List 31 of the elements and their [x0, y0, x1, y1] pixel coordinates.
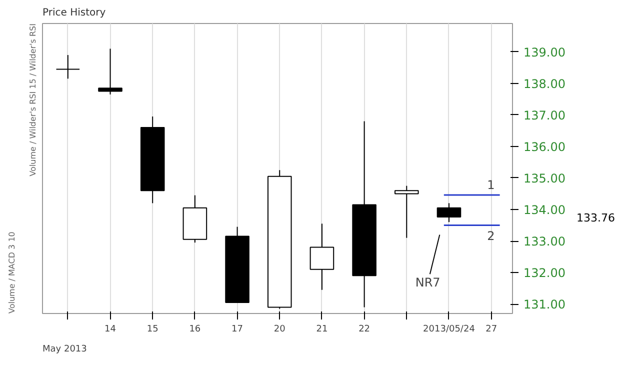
x-tick-label: 14 [104, 324, 116, 334]
chart-title: Price History [42, 8, 106, 18]
annotation: NR7 [415, 276, 440, 290]
candlestick [394, 185, 419, 238]
candlestick [56, 54, 80, 80]
x-tick-label: 2013/05/24 [423, 324, 476, 334]
y-tick-label: 137.00 [524, 108, 566, 122]
x-tick-label: 17 [232, 324, 243, 334]
x-tick-label: 16 [189, 324, 201, 334]
y-tick-label: 132.00 [524, 266, 566, 280]
x-tick-label: 15 [146, 324, 158, 334]
y-tick-label: 136.00 [524, 140, 566, 154]
text: Volume / Wilder's RSI 15 / Wilder's RSI [28, 23, 38, 176]
x-tick-label: 22 [358, 324, 370, 334]
y-tick-label: 133.00 [524, 234, 566, 248]
text: 133.76 [576, 212, 615, 225]
x-tick-label: 21 [316, 324, 328, 334]
annotation: 1 [487, 178, 495, 192]
candlestick [98, 48, 122, 95]
y-tick-label: 139.00 [524, 45, 566, 60]
text: Volume / MACD 3 10 [8, 232, 16, 314]
y-tick-label: 138.00 [524, 76, 566, 91]
y-tick-label: 135.00 [524, 171, 566, 186]
annotation: 2 [487, 229, 495, 244]
x-tick-label: 20 [274, 324, 286, 334]
y-tick-label: 131.00 [524, 298, 566, 312]
text: May 2013 [42, 344, 87, 354]
y-tick-label: 134.00 [524, 202, 566, 217]
candlestick [310, 223, 334, 290]
x-tick-label: 27 [486, 324, 498, 334]
candlestick [436, 202, 462, 223]
